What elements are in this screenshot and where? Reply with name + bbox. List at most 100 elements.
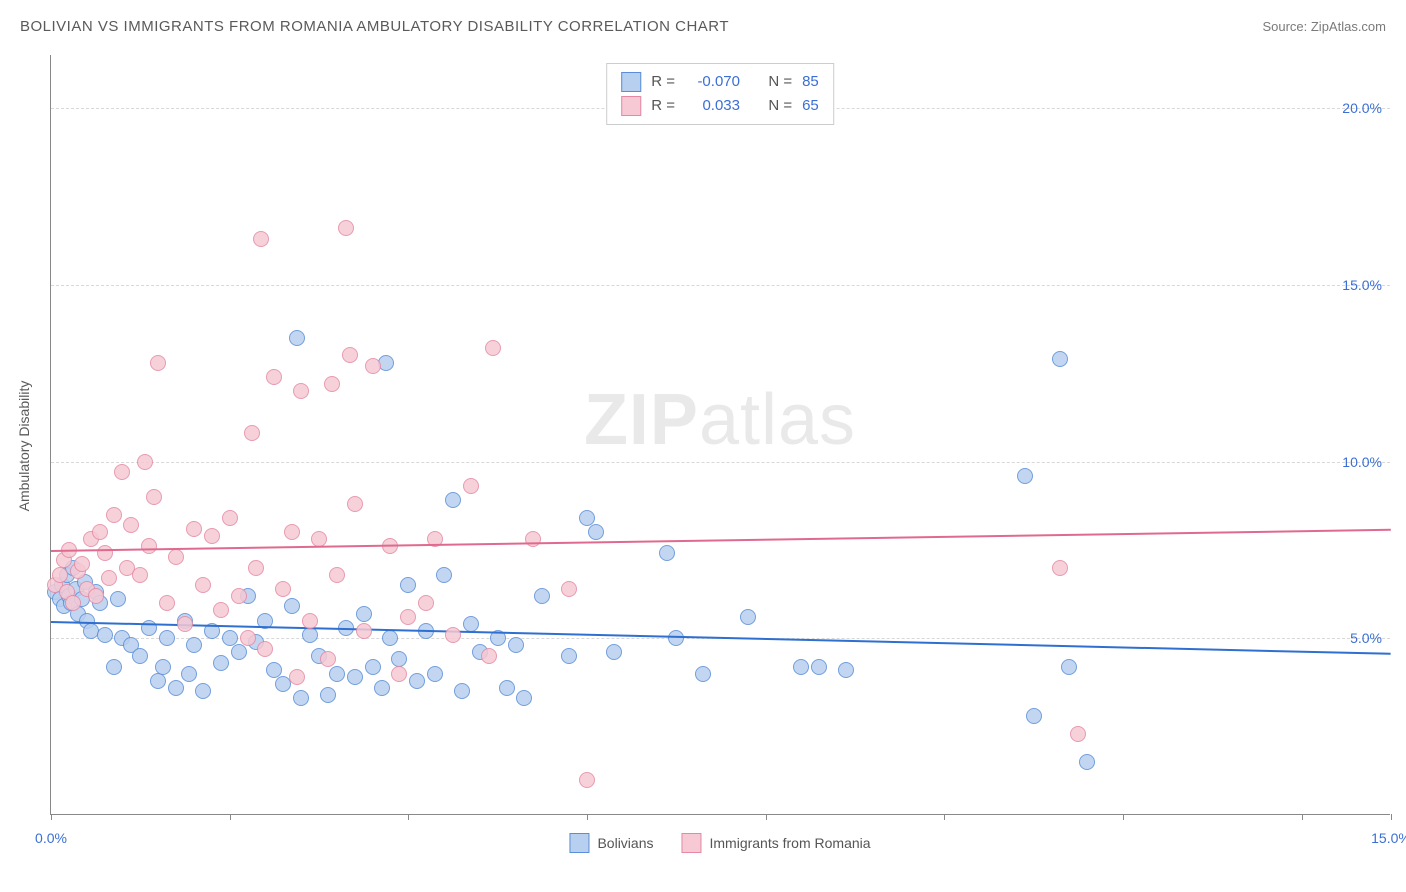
series-legend: BoliviansImmigrants from Romania [569,833,870,853]
data-point [119,560,135,576]
data-point [248,560,264,576]
data-point [92,595,108,611]
legend-swatch [621,96,641,116]
data-point [106,659,122,675]
data-point [231,644,247,660]
data-point [320,651,336,667]
data-point [150,355,166,371]
x-tick-label: 15.0% [1371,830,1406,846]
data-point [253,231,269,247]
data-point [400,577,416,593]
data-point [65,595,81,611]
data-point [284,524,300,540]
gridline [51,285,1390,286]
data-point [231,588,247,604]
x-tick-mark [1391,814,1392,820]
data-point [155,659,171,675]
data-point [244,425,260,441]
data-point [838,662,854,678]
data-point [79,581,95,597]
data-point [561,581,577,597]
data-point [342,347,358,363]
data-point [289,330,305,346]
data-point [83,531,99,547]
data-point [579,772,595,788]
data-point [284,598,300,614]
data-point [356,623,372,639]
data-point [70,563,86,579]
data-point [347,669,363,685]
data-point [74,556,90,572]
data-point [293,690,309,706]
data-point [132,567,148,583]
data-point [740,609,756,625]
x-tick-mark [408,814,409,820]
data-point [338,220,354,236]
x-tick-mark [944,814,945,820]
data-point [56,552,72,568]
data-point [400,609,416,625]
legend-swatch [681,833,701,853]
source-link[interactable]: ZipAtlas.com [1311,19,1386,34]
data-point [463,616,479,632]
data-point [472,644,488,660]
data-point [516,690,532,706]
data-point [168,549,184,565]
data-point [110,591,126,607]
data-point [195,683,211,699]
data-point [1061,659,1077,675]
data-point [141,538,157,554]
x-tick-mark [587,814,588,820]
data-point [534,588,550,604]
data-point [1070,726,1086,742]
data-point [561,648,577,664]
data-point [56,598,72,614]
legend-label: Bolivians [597,835,653,851]
data-point [347,496,363,512]
data-point [59,584,75,600]
data-point [240,588,256,604]
data-point [445,627,461,643]
data-point [427,666,443,682]
data-point [52,567,68,583]
data-point [213,655,229,671]
data-point [159,595,175,611]
legend-swatch [569,833,589,853]
trend-line [51,529,1391,552]
data-point [47,577,63,593]
data-point [275,581,291,597]
data-point [132,648,148,664]
data-point [365,358,381,374]
stats-row: R = -0.070 N = 85 [621,70,819,94]
data-point [77,574,93,590]
x-tick-mark [1123,814,1124,820]
data-point [213,602,229,618]
data-point [70,606,86,622]
data-point [63,595,79,611]
data-point [374,680,390,696]
gridline [51,462,1390,463]
data-point [204,528,220,544]
data-point [141,620,157,636]
data-point [811,659,827,675]
data-point [436,567,452,583]
data-point [311,648,327,664]
x-tick-mark [230,814,231,820]
data-point [52,591,68,607]
chart-title: BOLIVIAN VS IMMIGRANTS FROM ROMANIA AMBU… [20,18,729,35]
data-point [97,545,113,561]
data-point [61,588,77,604]
data-point [606,644,622,660]
x-tick-mark [51,814,52,820]
data-point [65,560,81,576]
data-point [1052,560,1068,576]
data-point [793,659,809,675]
y-tick-label: 5.0% [1350,630,1382,646]
data-point [659,545,675,561]
data-point [365,659,381,675]
data-point [579,510,595,526]
data-point [320,687,336,703]
data-point [186,521,202,537]
data-point [248,634,264,650]
data-point [1026,708,1042,724]
